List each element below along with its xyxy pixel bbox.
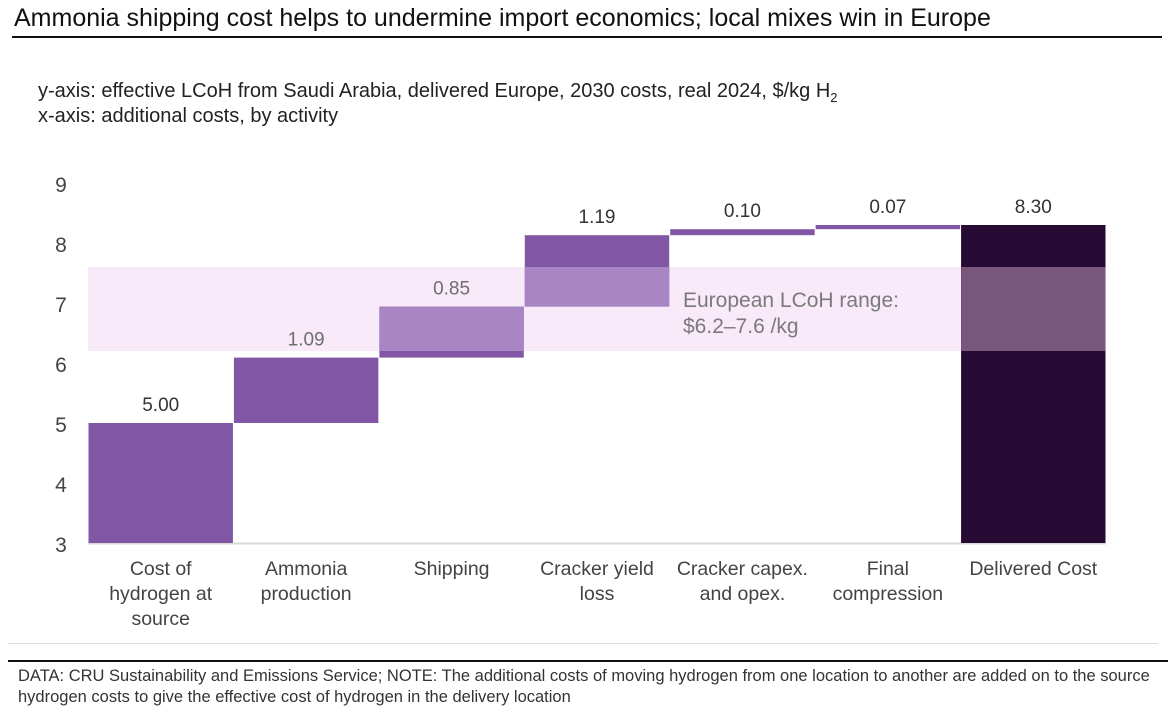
- chart-bottom-divider: [8, 643, 1158, 644]
- data-label: 0.85: [433, 279, 470, 300]
- y-axis-description-subscript: 2: [830, 90, 838, 105]
- x-tick-label: source: [131, 608, 190, 630]
- bar-5: [815, 225, 961, 230]
- footer-divider: [8, 660, 1168, 662]
- y-axis-description-text: y-axis: effective LCoH from Saudi Arabia…: [38, 80, 831, 102]
- bar-4: [670, 229, 815, 236]
- bar-6-band-overlap: [961, 267, 1106, 351]
- x-tick-label: Cost of: [130, 558, 192, 580]
- data-label: 1.09: [288, 330, 325, 351]
- data-label: 5.00: [142, 395, 179, 416]
- bar-3-band-overlap: [524, 267, 670, 307]
- band-label-line2: $6.2–7.6 /kg: [683, 315, 799, 338]
- y-tick-label: 4: [55, 474, 67, 497]
- x-tick-label: Final: [867, 558, 909, 580]
- x-tick-label: Cracker capex.: [677, 558, 808, 580]
- bar-0: [88, 423, 233, 543]
- x-tick-label: Ammonia: [265, 558, 348, 580]
- x-tick-label: Cracker yield: [540, 558, 654, 580]
- x-tick-label: hydrogen at: [109, 583, 213, 605]
- bar-1: [233, 357, 379, 423]
- x-tick-label: Delivered Cost: [969, 558, 1097, 580]
- chart-title: Ammonia shipping cost helps to undermine…: [14, 4, 991, 32]
- y-tick-label: 3: [55, 534, 67, 557]
- data-label: 1.19: [579, 207, 616, 228]
- x-tick-label: compression: [833, 583, 944, 605]
- x-tick-label: loss: [580, 583, 615, 605]
- x-tick-label: Shipping: [414, 558, 490, 580]
- bar-2-band-overlap: [379, 306, 524, 351]
- data-label: 8.30: [1015, 197, 1052, 218]
- x-axis-description: x-axis: additional costs, by activity: [38, 105, 339, 127]
- y-tick-label: 5: [55, 414, 67, 437]
- x-tick-label: production: [261, 583, 352, 605]
- y-tick-label: 8: [55, 234, 67, 257]
- data-label: 0.10: [724, 201, 761, 222]
- title-underline: [12, 36, 1162, 38]
- footer-note: DATA: CRU Sustainability and Emissions S…: [18, 667, 1150, 706]
- y-axis-description: y-axis: effective LCoH from Saudi Arabia…: [38, 80, 838, 105]
- data-label: 0.07: [869, 197, 906, 218]
- y-tick-label: 7: [55, 294, 67, 317]
- x-tick-label: and opex.: [700, 583, 786, 605]
- band-label-line1: European LCoH range:: [683, 289, 899, 312]
- y-tick-label: 9: [55, 174, 67, 197]
- y-tick-label: 6: [55, 354, 67, 377]
